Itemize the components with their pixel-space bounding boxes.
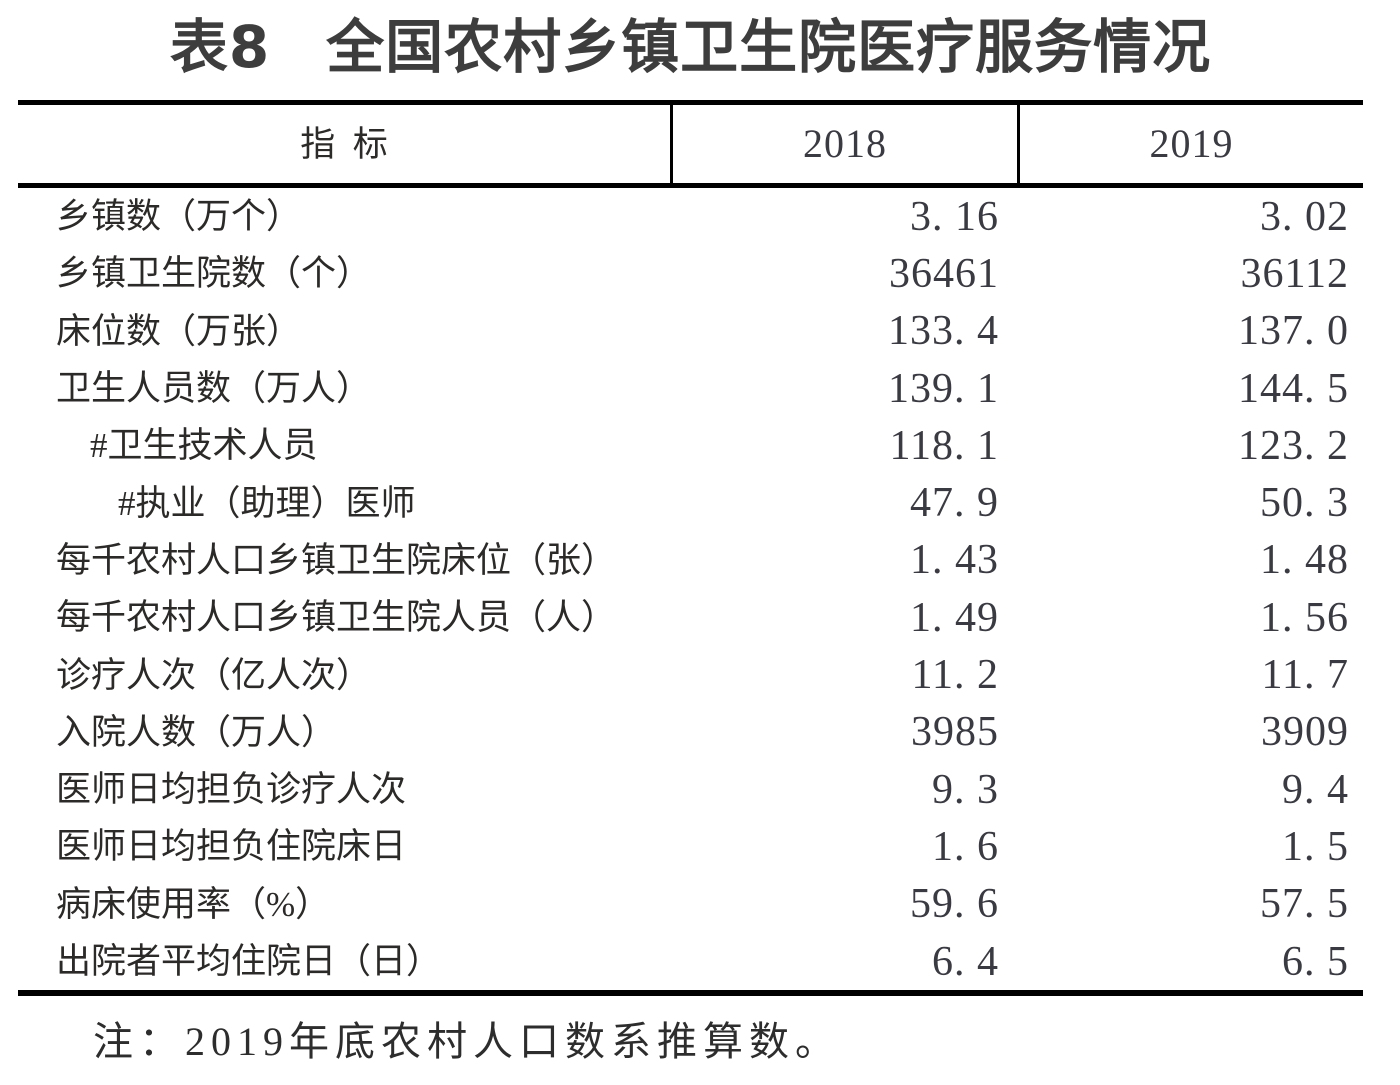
table-row: 乡镇卫生院数（个） 36461 36112 <box>18 245 1363 302</box>
row-value-2018: 3. 16 <box>910 193 999 240</box>
table-row: 床位数（万张） 133. 4 137. 0 <box>18 303 1363 360</box>
row-label: 医师日均担负诊疗人次 <box>56 770 407 810</box>
statistics-table: 指 标 2018 2019 乡镇数（万个） 3. 16 3. 02 乡镇卫生院数（个）… <box>18 100 1363 997</box>
row-label: 乡镇卫生院数（个） <box>56 254 372 294</box>
row-value-2018: 47. 9 <box>910 480 999 527</box>
row-value-2019: 1. 48 <box>1260 537 1349 584</box>
table-row: 乡镇数（万个） 3. 16 3. 02 <box>18 188 1363 245</box>
row-value-2018: 59. 6 <box>910 881 999 928</box>
row-label: 入院人数（万人） <box>56 712 337 752</box>
row-value-2018: 6. 4 <box>932 938 999 985</box>
table-row: 卫生人员数（万人） 139. 1 144. 5 <box>18 360 1363 417</box>
row-value-2019: 57. 5 <box>1260 881 1349 928</box>
table-row: 每千农村人口乡镇卫生院人员（人） 1. 49 1. 56 <box>18 589 1363 646</box>
table-row: 出院者平均住院日（日） 6. 4 6. 5 <box>18 933 1363 990</box>
table-body: 乡镇数（万个） 3. 16 3. 02 乡镇卫生院数（个） 36461 36112 床位数（… <box>18 188 1363 997</box>
table-row: 病床使用率（%） 59. 6 57. 5 <box>18 876 1363 933</box>
table-row: 入院人数（万人） 3985 3909 <box>18 704 1363 761</box>
row-value-2019: 123. 2 <box>1238 422 1349 469</box>
row-label: 诊疗人次（亿人次） <box>56 655 372 695</box>
row-label: 医师日均担负住院床日 <box>56 827 407 867</box>
row-value-2018: 118. 1 <box>889 422 999 469</box>
row-value-2019: 1. 5 <box>1282 823 1349 870</box>
table-number: 表8 <box>169 13 271 81</box>
row-value-2019: 3909 <box>1261 709 1349 756</box>
row-label: 每千农村人口乡镇卫生院床位（张） <box>56 540 617 580</box>
header-indicator: 指 标 <box>300 124 388 164</box>
row-value-2018: 36461 <box>889 250 999 297</box>
row-value-2018: 3985 <box>911 709 999 756</box>
table-row: #卫生技术人员 118. 1 123. 2 <box>18 417 1363 474</box>
table-title: 表8 全国农村乡镇卫生院医疗服务情况 <box>18 10 1363 85</box>
row-value-2019: 137. 0 <box>1238 308 1349 355</box>
table-row: 每千农村人口乡镇卫生院床位（张） 1. 43 1. 48 <box>18 532 1363 589</box>
row-value-2019: 144. 5 <box>1238 365 1349 412</box>
row-value-2019: 11. 7 <box>1261 652 1349 699</box>
row-value-2018: 9. 3 <box>932 766 999 813</box>
row-value-2018: 133. 4 <box>888 308 999 355</box>
header-year-2019: 2019 <box>1017 105 1363 183</box>
row-label: #执业（助理）医师 <box>118 483 416 523</box>
row-value-2018: 11. 2 <box>911 652 999 699</box>
header-year-2018: 2018 <box>670 105 1017 183</box>
row-value-2019: 50. 3 <box>1260 480 1349 527</box>
row-value-2019: 9. 4 <box>1282 766 1349 813</box>
row-label: 每千农村人口乡镇卫生院人员（人） <box>56 598 617 638</box>
row-label: 卫生人员数（万人） <box>56 369 372 409</box>
row-value-2018: 1. 43 <box>910 537 999 584</box>
row-label: 乡镇数（万个） <box>56 197 302 237</box>
table-row: #执业（助理）医师 47. 9 50. 3 <box>18 474 1363 531</box>
row-label: 病床使用率（%） <box>56 884 331 924</box>
table-title-text: 全国农村乡镇卫生院医疗服务情况 <box>326 13 1212 81</box>
row-value-2019: 1. 56 <box>1260 594 1349 641</box>
row-label: #卫生技术人员 <box>90 426 318 466</box>
row-label: 出院者平均住院日（日） <box>56 942 442 981</box>
table-row: 医师日均担负住院床日 1. 6 1. 5 <box>18 818 1363 875</box>
table-row: 诊疗人次（亿人次） 11. 2 11. 7 <box>18 646 1363 703</box>
row-value-2018: 1. 6 <box>932 823 999 870</box>
row-value-2019: 6. 5 <box>1282 938 1349 985</box>
table-header-row: 指 标 2018 2019 <box>18 105 1363 188</box>
row-value-2019: 3. 02 <box>1260 193 1349 240</box>
row-value-2019: 36112 <box>1240 250 1349 297</box>
row-label: 床位数（万张） <box>56 311 302 351</box>
row-value-2018: 1. 49 <box>910 594 999 641</box>
row-value-2018: 139. 1 <box>888 365 999 412</box>
table-note: 注：2019年底农村人口数系推算数。 <box>93 1019 841 1064</box>
table-row: 医师日均担负诊疗人次 9. 3 9. 4 <box>18 761 1363 818</box>
